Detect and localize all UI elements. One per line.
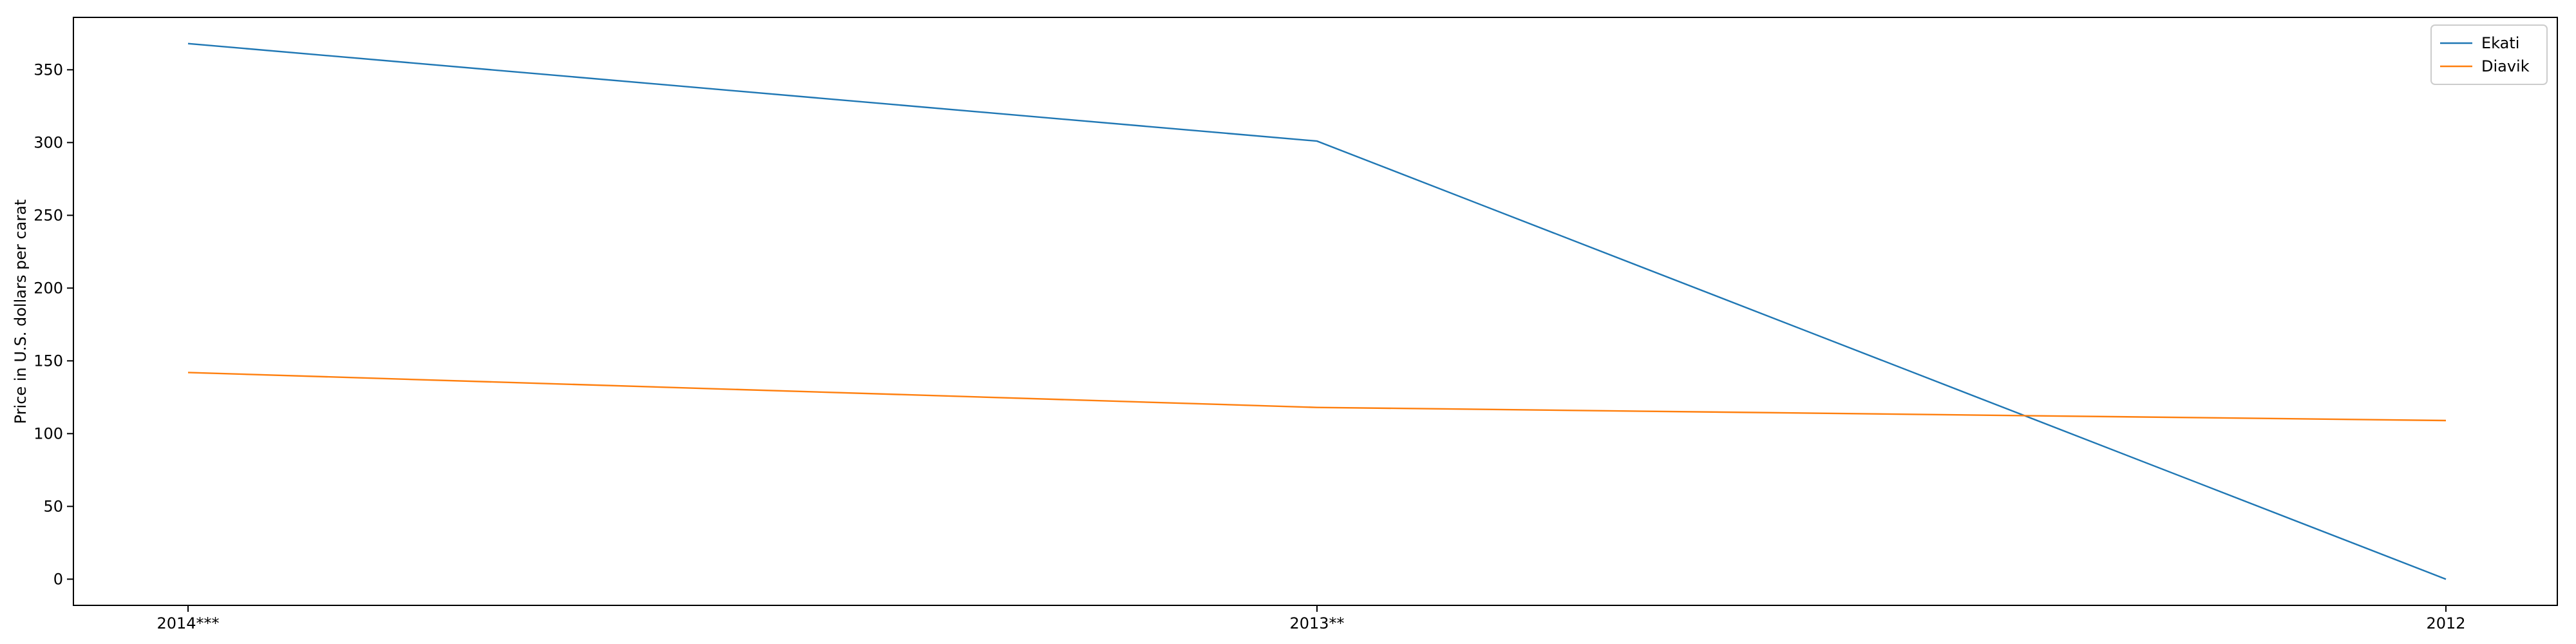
y-axis-title-group: Price in U.S. dollars per carat (12, 200, 30, 424)
y-tick-label: 250 (33, 206, 63, 224)
x-tick-label: 2013** (1289, 614, 1344, 632)
y-tick-label: 350 (33, 61, 63, 79)
series-line-ekati (187, 43, 2447, 580)
y-tick-label: 100 (33, 424, 63, 442)
y-tick-label: 200 (33, 279, 63, 297)
y-tick-label: 150 (33, 352, 63, 370)
x-tick-label: 2012 (2426, 614, 2465, 632)
legend-label-ekati: Ekati (2481, 34, 2519, 52)
legend: Ekati Diavik (2430, 24, 2548, 85)
legend-label-diavik: Diavik (2481, 57, 2530, 75)
y-tick-label: 50 (43, 497, 63, 515)
y-axis-ticks: 0 50 100 150 200 250 300 350 (33, 61, 73, 588)
series-layer (187, 43, 2447, 580)
series-line-diavik (187, 372, 2447, 422)
plot-area-frame (73, 17, 2558, 606)
x-tick-label: 2014*** (156, 614, 219, 632)
y-tick-label: 300 (33, 133, 63, 151)
legend-frame (2430, 24, 2548, 85)
y-tick-label: 0 (53, 570, 63, 588)
x-axis-ticks: 2014*** 2013** 2012 (156, 605, 2466, 632)
y-axis-title: Price in U.S. dollars per carat (12, 200, 30, 424)
